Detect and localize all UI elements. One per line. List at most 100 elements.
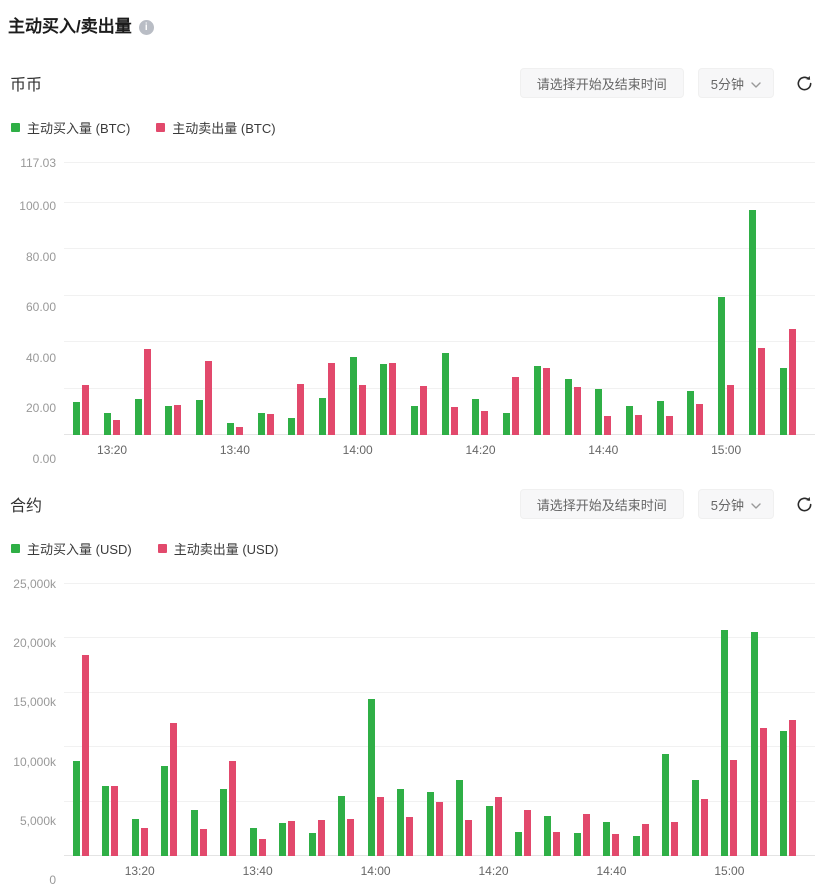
bar[interactable]: [789, 720, 797, 856]
bar-group[interactable]: [302, 584, 331, 856]
bar[interactable]: [288, 417, 296, 435]
bar[interactable]: [494, 797, 502, 856]
bar[interactable]: [111, 786, 119, 856]
bar[interactable]: [481, 410, 489, 435]
bar[interactable]: [450, 407, 458, 435]
bar[interactable]: [258, 838, 266, 856]
bar[interactable]: [564, 379, 572, 435]
bar[interactable]: [397, 788, 405, 856]
bar-group[interactable]: [184, 584, 213, 856]
bar[interactable]: [465, 820, 473, 856]
futures-refresh-icon[interactable]: [794, 494, 815, 515]
bar[interactable]: [626, 405, 633, 435]
bar-group[interactable]: [744, 584, 773, 856]
bar-group[interactable]: [361, 584, 390, 856]
bar[interactable]: [367, 699, 375, 856]
spot-interval-dropdown[interactable]: 5分钟: [697, 68, 774, 98]
bar[interactable]: [349, 357, 357, 435]
bar[interactable]: [249, 827, 257, 856]
bar-group[interactable]: [715, 584, 744, 856]
bar[interactable]: [573, 387, 581, 435]
bar[interactable]: [542, 367, 550, 435]
bar[interactable]: [81, 654, 89, 856]
bar[interactable]: [435, 801, 443, 856]
bar[interactable]: [582, 813, 590, 856]
spot-refresh-icon[interactable]: [794, 73, 815, 94]
bar-group[interactable]: [404, 163, 435, 435]
bar-group[interactable]: [597, 584, 626, 856]
bar[interactable]: [165, 405, 173, 435]
bar[interactable]: [288, 821, 296, 856]
bar-group[interactable]: [420, 584, 449, 856]
bar-group[interactable]: [772, 163, 803, 435]
bar[interactable]: [279, 823, 287, 856]
bar[interactable]: [376, 797, 384, 856]
futures-chart[interactable]: 0 5,000k 10,000k 15,000k 20,000k 25,000k 13:2…: [8, 577, 815, 887]
bar[interactable]: [170, 723, 178, 856]
spot-chart[interactable]: 0.00 20.00 40.00 60.00 80.00 100.00 117.03 13:…: [8, 156, 815, 466]
info-icon[interactable]: i: [138, 19, 154, 35]
bar[interactable]: [318, 397, 326, 435]
bar[interactable]: [553, 832, 561, 856]
bar-group[interactable]: [250, 163, 281, 435]
bar[interactable]: [143, 349, 151, 435]
bar[interactable]: [266, 414, 274, 435]
bar[interactable]: [411, 405, 419, 435]
bar[interactable]: [102, 786, 110, 856]
bar[interactable]: [750, 631, 758, 856]
bar[interactable]: [635, 415, 642, 435]
bar[interactable]: [456, 779, 464, 856]
bar[interactable]: [174, 404, 182, 435]
bar[interactable]: [721, 629, 729, 856]
bar-group[interactable]: [685, 584, 714, 856]
bar-group[interactable]: [711, 163, 742, 435]
bar[interactable]: [603, 822, 611, 856]
bar-group[interactable]: [220, 163, 251, 435]
bar[interactable]: [308, 833, 316, 856]
bar[interactable]: [544, 815, 552, 856]
bar-group[interactable]: [158, 163, 189, 435]
futures-date-range-button[interactable]: 请选择开始及结束时间: [519, 489, 684, 519]
bar[interactable]: [199, 828, 207, 856]
bar-group[interactable]: [527, 163, 558, 435]
bar[interactable]: [641, 824, 649, 856]
bar[interactable]: [389, 362, 397, 435]
legend-item-buy[interactable]: 主动买入量 (USD): [11, 539, 132, 558]
bar[interactable]: [632, 836, 640, 856]
bar-group[interactable]: [434, 163, 465, 435]
legend-item-sell[interactable]: 主动卖出量 (USD): [157, 539, 278, 558]
bar-group[interactable]: [508, 584, 537, 856]
bar-group[interactable]: [479, 584, 508, 856]
bar[interactable]: [131, 819, 139, 856]
bar-group[interactable]: [557, 163, 588, 435]
bar[interactable]: [196, 400, 204, 435]
bar-group[interactable]: [390, 584, 419, 856]
bar[interactable]: [748, 209, 756, 435]
bar-group[interactable]: [213, 584, 242, 856]
bar[interactable]: [347, 819, 355, 856]
bar[interactable]: [426, 791, 434, 856]
bar-group[interactable]: [243, 584, 272, 856]
legend-item-sell[interactable]: 主动卖出量 (BTC): [156, 118, 276, 137]
bar-group[interactable]: [626, 584, 655, 856]
bar-group[interactable]: [465, 163, 496, 435]
bar[interactable]: [665, 416, 673, 435]
bar[interactable]: [662, 753, 670, 856]
bar-group[interactable]: [619, 163, 650, 435]
bar[interactable]: [759, 727, 767, 856]
bar[interactable]: [757, 347, 765, 435]
bar-group[interactable]: [189, 163, 220, 435]
bar[interactable]: [72, 761, 80, 856]
bar[interactable]: [503, 412, 511, 435]
bar[interactable]: [140, 827, 148, 856]
bar[interactable]: [235, 426, 243, 435]
bar-group[interactable]: [373, 163, 404, 435]
bar-group[interactable]: [680, 163, 711, 435]
bar[interactable]: [226, 423, 234, 435]
bar[interactable]: [779, 367, 787, 435]
bar-group[interactable]: [66, 163, 97, 435]
bar[interactable]: [420, 386, 428, 435]
bar[interactable]: [205, 360, 213, 435]
bar-group[interactable]: [656, 584, 685, 856]
bar[interactable]: [190, 810, 198, 856]
